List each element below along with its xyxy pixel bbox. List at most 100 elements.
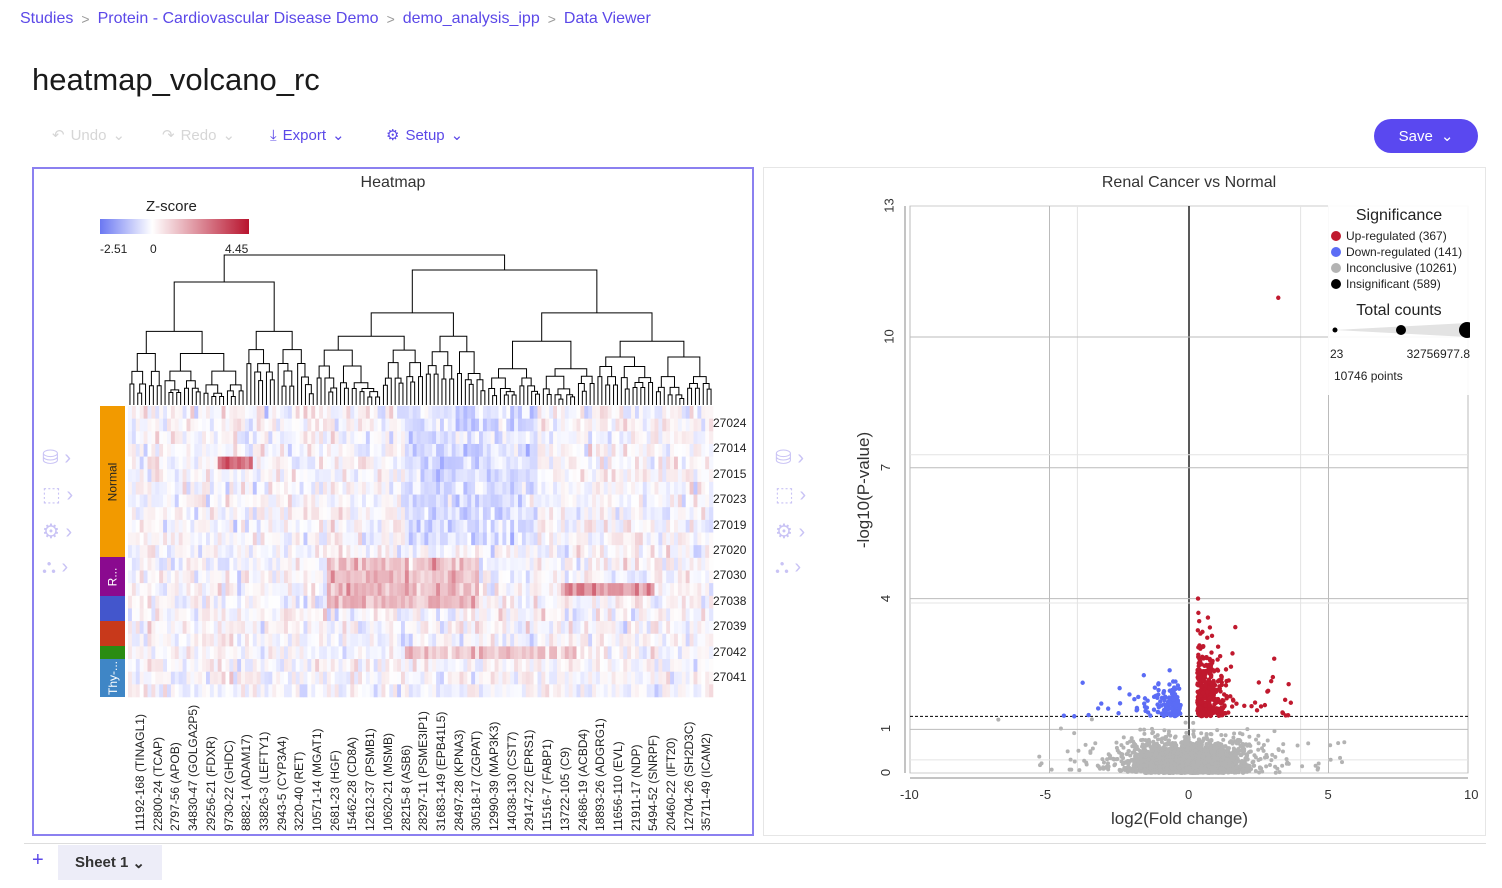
heatmap-cell	[315, 583, 320, 597]
heatmap-cell	[346, 443, 351, 457]
heatmap-cell	[334, 431, 339, 445]
heatmap-cell	[389, 406, 394, 419]
heatmap-cell	[463, 456, 468, 470]
heatmap-cell	[436, 557, 441, 571]
heatmap-cell	[490, 595, 495, 609]
heatmap-cell	[432, 443, 437, 457]
heatmap-cell	[319, 431, 324, 445]
heatmap-cell	[412, 443, 417, 457]
heatmap-cell	[443, 469, 449, 483]
heatmap-cell	[412, 494, 417, 508]
heatmap-cell	[143, 621, 148, 635]
heatmap-cell	[670, 595, 675, 609]
heatmap-cell	[155, 608, 160, 622]
heatmap-cell	[174, 595, 179, 609]
crumb-studies[interactable]: Studies	[20, 10, 74, 27]
redo-button[interactable]: ↷ Redo ⌄	[162, 126, 235, 145]
heatmap-cell	[701, 557, 706, 571]
undo-button[interactable]: ↶ Undo ⌄	[52, 126, 125, 145]
heatmap-cell	[486, 595, 491, 609]
crumb-analysis[interactable]: demo_analysis_ipp	[402, 10, 540, 27]
heatmap-cell	[358, 469, 363, 483]
heatmap-cell	[194, 494, 199, 508]
heatmap-cell	[385, 621, 390, 635]
heatmap-cell	[284, 507, 289, 521]
save-button[interactable]: Save ⌄	[1374, 119, 1478, 153]
heatmap-cell	[514, 431, 519, 445]
heatmap-cell	[198, 494, 203, 508]
crumb-study[interactable]: Protein - Cardiovascular Disease Demo	[97, 10, 379, 27]
heatmap-cell	[342, 519, 347, 533]
heatmap-cell	[350, 621, 355, 635]
heatmap-cell	[432, 519, 437, 533]
heatmap-cell	[537, 418, 542, 432]
heatmap-cell	[588, 608, 593, 622]
heatmap-cell	[681, 532, 686, 546]
heatmap-cell	[256, 532, 261, 546]
heatmap-cell	[209, 456, 215, 470]
heatmap-cell	[416, 532, 421, 546]
heatmap-cell	[373, 469, 378, 483]
heatmap-cell	[646, 545, 651, 559]
setup-button[interactable]: ⚙ Setup ⌄	[386, 126, 463, 145]
heatmap-cell	[307, 519, 312, 533]
heatmap-cell	[486, 608, 491, 622]
heatmap-cell	[580, 431, 585, 445]
heatmap-cell	[490, 621, 495, 635]
heatmap-cell	[311, 583, 316, 597]
heatmap-cell	[514, 443, 519, 457]
heatmap-cell	[693, 621, 698, 635]
heatmap-cell	[393, 532, 398, 546]
heatmap-cell	[689, 431, 694, 445]
crumb-data-viewer[interactable]: Data Viewer	[563, 10, 651, 27]
heatmap-cell	[369, 481, 374, 495]
heatmap-cell	[709, 519, 714, 533]
heatmap-cell	[611, 519, 616, 533]
heatmap-cell	[272, 406, 277, 419]
heatmap-cell	[397, 532, 402, 546]
heatmap-cell	[701, 608, 706, 622]
heatmap-cell	[245, 570, 250, 584]
heatmap-cell	[170, 633, 176, 647]
heatmap-cell	[615, 557, 620, 571]
heatmap-cell	[217, 456, 222, 470]
heatmap-cell	[685, 456, 690, 470]
heatmap-cell	[545, 443, 550, 457]
heatmap-cell	[139, 557, 144, 571]
heatmap-cell	[229, 443, 234, 457]
heatmap-cell	[365, 557, 371, 571]
heatmap-cell	[260, 583, 265, 597]
heatmap-cell	[128, 557, 133, 571]
heatmap-cell	[346, 469, 351, 483]
heatmap-cell	[420, 456, 425, 470]
heatmap-cell	[455, 557, 460, 571]
heatmap-cell	[163, 418, 168, 432]
heatmap-cell	[186, 557, 191, 571]
export-button[interactable]: ⤓ Export ⌄	[270, 126, 345, 145]
heatmap-cell	[233, 494, 238, 508]
heatmap-cell	[350, 494, 355, 508]
heatmap-cell	[592, 469, 597, 483]
heatmap-cell	[206, 494, 211, 508]
heatmap-cell	[354, 494, 359, 508]
heatmap-cell	[607, 545, 612, 559]
heatmap-cell	[389, 469, 394, 483]
heatmap-cell	[260, 443, 265, 457]
heatmap-cell	[315, 532, 320, 546]
heatmap-cell	[502, 456, 507, 470]
heatmap-cell	[440, 621, 445, 635]
heatmap-cell	[393, 557, 398, 571]
heatmap-cell	[615, 418, 620, 432]
heatmap-cell	[592, 519, 597, 533]
heatmap-cell	[404, 608, 410, 622]
heatmap-cell	[174, 633, 179, 647]
heatmap-cell	[689, 532, 694, 546]
heatmap-cell	[330, 418, 335, 432]
heatmap-cell	[674, 469, 679, 483]
heatmap-cell	[541, 519, 546, 533]
heatmap-cell	[276, 494, 281, 508]
heatmap-cell	[475, 545, 480, 559]
heatmap-cell	[588, 557, 593, 571]
heatmap-cell	[401, 570, 406, 584]
heatmap-cell	[650, 532, 655, 546]
